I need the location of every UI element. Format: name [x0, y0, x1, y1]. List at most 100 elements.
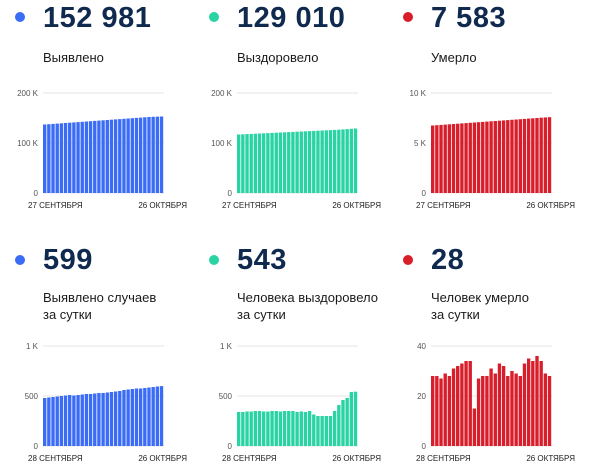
bar [270, 132, 274, 193]
bar [291, 131, 295, 193]
chart-deaths-daily: 0 20 40 28 СЕНТЯБРЯ 26 ОКТЯБРЯ [416, 342, 575, 463]
bar [105, 120, 109, 193]
bar [464, 123, 468, 193]
indicator-dot [403, 255, 413, 265]
bar [84, 394, 89, 446]
bar [143, 117, 147, 193]
bar [456, 123, 460, 193]
bar [464, 361, 468, 446]
bar [316, 130, 320, 193]
bar [134, 388, 139, 446]
bar [274, 411, 278, 446]
bar [307, 131, 312, 193]
indicator-dot [209, 255, 219, 265]
y-tick-label: 500 [25, 392, 39, 401]
bar [501, 366, 506, 446]
stat-value: 152 981 [43, 2, 152, 34]
bar [460, 123, 464, 193]
bar [101, 120, 105, 193]
bar [88, 121, 93, 193]
bar [531, 361, 535, 446]
bar [295, 131, 299, 193]
bar [522, 118, 527, 193]
bar [349, 128, 354, 193]
bar [155, 116, 160, 193]
y-tick-label: 20 [417, 392, 426, 401]
x-end-label: 26 ОКТЯБРЯ [138, 201, 187, 210]
bar [506, 120, 510, 193]
bar [147, 117, 151, 193]
bar [514, 119, 518, 193]
bar [113, 119, 118, 193]
y-tick-label: 0 [34, 189, 39, 198]
bar [468, 122, 472, 193]
bar [468, 361, 472, 446]
panel-recovered-total: 129 010 Выздоровело 0 100 K 200 K 27 СЕНТЯБ… [194, 0, 394, 238]
stat-label: Выявлено случаев [43, 290, 157, 305]
bar [485, 121, 489, 193]
bar [312, 130, 316, 193]
bar [245, 411, 249, 446]
bar [59, 123, 64, 193]
bar [497, 363, 502, 446]
chart-recovered-total: 0 100 K 200 K 27 СЕНТЯБРЯ 26 ОКТЯБРЯ [211, 89, 381, 210]
x-end-label: 26 ОКТЯБРЯ [526, 201, 575, 210]
x-start-label: 27 СЕНТЯБРЯ [28, 201, 83, 210]
bar [270, 411, 274, 446]
bar [287, 411, 291, 446]
bar [332, 411, 337, 446]
bar [324, 416, 328, 446]
bar [341, 129, 345, 193]
bar [159, 386, 164, 446]
bar [63, 123, 68, 193]
bar [80, 121, 84, 193]
panel-detected-daily: 599 Выявлено случаев за сутки 0 500 1 K 28 … [0, 238, 200, 476]
bar [47, 397, 51, 446]
panel-detected-total: 152 981 Выявлено 0 100 K 200 K 27 СЕНТЯБРЯ 2… [0, 0, 200, 238]
bar [282, 132, 287, 193]
bar [320, 130, 324, 193]
bar [476, 378, 481, 446]
y-tick-label: 0 [422, 442, 427, 451]
y-tick-label: 5 K [414, 139, 427, 148]
bar [55, 396, 59, 446]
bar [543, 117, 548, 193]
bar [522, 363, 527, 446]
bar [143, 388, 147, 446]
bar [245, 134, 249, 193]
y-tick-label: 0 [34, 442, 39, 451]
indicator-dot [15, 12, 25, 22]
y-tick-label: 200 K [17, 89, 39, 98]
indicator-dot [403, 12, 413, 22]
bar [80, 394, 84, 446]
bar [349, 392, 354, 446]
bar [489, 368, 493, 446]
bar [345, 129, 349, 193]
stat-value: 7 583 [431, 2, 507, 34]
bar [84, 121, 89, 193]
stat-value: 129 010 [237, 2, 346, 34]
bar [435, 125, 439, 193]
y-tick-label: 100 K [211, 139, 233, 148]
bar [287, 132, 291, 193]
bar [43, 124, 47, 193]
bar [262, 133, 266, 193]
bar [295, 412, 299, 446]
bar [535, 118, 539, 193]
bar [257, 133, 262, 193]
bar [510, 371, 514, 446]
bar [431, 376, 435, 446]
bar [97, 393, 101, 446]
bar [320, 416, 324, 446]
chart-recovered-daily: 0 500 1 K 28 СЕНТЯБРЯ 26 ОКТЯБРЯ [219, 342, 382, 463]
indicator-dot [209, 12, 219, 22]
bar [481, 121, 485, 193]
bar [535, 356, 539, 446]
bar [130, 118, 134, 193]
bar [539, 117, 543, 193]
y-tick-label: 1 K [26, 342, 39, 351]
bar [518, 376, 522, 446]
chart-deaths-total: 0 5 K 10 K 27 СЕНТЯБРЯ 26 ОКТЯБРЯ [410, 89, 576, 210]
bar [93, 393, 97, 446]
bar [472, 122, 477, 193]
